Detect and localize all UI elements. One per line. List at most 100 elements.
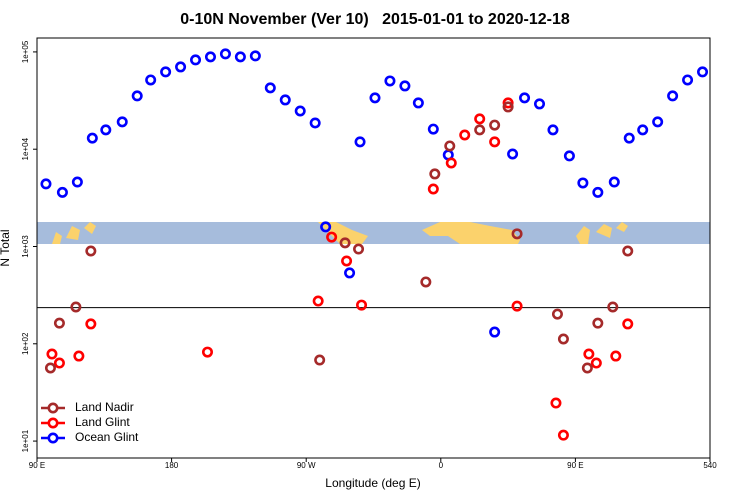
point [667, 90, 679, 102]
x-tick-label: 90 E [567, 461, 583, 470]
point [201, 346, 213, 358]
y-axis-label: N Total [0, 229, 12, 266]
point [56, 186, 68, 198]
point [444, 140, 456, 152]
point [489, 136, 501, 148]
point [312, 295, 324, 307]
point [85, 245, 97, 257]
point [100, 124, 112, 136]
x-axis-label: Longitude (deg E) [325, 476, 420, 490]
point [622, 245, 634, 257]
legend-swatch [47, 432, 59, 444]
x-tick-label: 90 E [29, 461, 45, 470]
point [652, 116, 664, 128]
point [511, 300, 523, 312]
point [116, 116, 128, 128]
point [70, 301, 82, 313]
x-tick-label: 0 [439, 461, 444, 470]
point [420, 276, 432, 288]
point [46, 348, 58, 360]
point [445, 157, 457, 169]
point [204, 51, 216, 63]
point [590, 357, 602, 369]
point [550, 397, 562, 409]
x-tick-label: 90 W [297, 461, 316, 470]
point [427, 123, 439, 135]
plot-frame [36, 37, 711, 459]
point [190, 54, 202, 66]
point [219, 48, 231, 60]
point [320, 221, 332, 233]
point [427, 183, 439, 195]
legend-swatch [47, 417, 59, 429]
point [637, 124, 649, 136]
y-tick-label: 1e+01 [21, 429, 30, 452]
legend-swatch [47, 402, 59, 414]
point [344, 267, 356, 279]
point [86, 132, 98, 144]
point [399, 80, 411, 92]
point [557, 333, 569, 345]
point [547, 124, 559, 136]
point [53, 357, 65, 369]
point [622, 318, 634, 330]
point [53, 317, 65, 329]
point [519, 92, 531, 104]
point [581, 362, 593, 374]
point [412, 97, 424, 109]
point [249, 50, 261, 62]
point [502, 101, 514, 113]
point [511, 228, 523, 240]
x-tick-label: 540 [703, 461, 717, 470]
point [40, 178, 52, 190]
point [279, 94, 291, 106]
point [563, 150, 575, 162]
point [341, 255, 353, 267]
point [160, 66, 172, 78]
point [234, 51, 246, 63]
point [44, 362, 56, 374]
point [610, 350, 622, 362]
point [577, 177, 589, 189]
point [534, 98, 546, 110]
legend-label: Land Nadir [75, 400, 134, 414]
point [607, 301, 619, 313]
point [489, 119, 501, 131]
point [294, 105, 306, 117]
point [459, 129, 471, 141]
point [384, 75, 396, 87]
y-tick-label: 1e+02 [21, 332, 30, 355]
point [264, 82, 276, 94]
point [339, 237, 351, 249]
point [145, 74, 157, 86]
point [309, 117, 321, 129]
point [489, 326, 501, 338]
point [551, 308, 563, 320]
point [583, 348, 595, 360]
point [557, 429, 569, 441]
legend-label: Ocean Glint [75, 430, 139, 444]
point [73, 350, 85, 362]
legend-label: Land Glint [75, 415, 130, 429]
point [697, 66, 709, 78]
point [592, 186, 604, 198]
point [326, 231, 338, 243]
point [608, 176, 620, 188]
point [175, 61, 187, 73]
map-band [37, 222, 710, 244]
y-tick-label: 1e+05 [21, 40, 30, 63]
point [474, 113, 486, 125]
y-tick-label: 1e+03 [21, 235, 30, 258]
point [353, 243, 365, 255]
x-tick-label: 180 [165, 461, 179, 470]
point [131, 90, 143, 102]
point [354, 136, 366, 148]
point [314, 354, 326, 366]
point [429, 168, 441, 180]
point [356, 299, 368, 311]
point [682, 74, 694, 86]
point [623, 132, 635, 144]
point [85, 318, 97, 330]
chart-title: 0-10N November (Ver 10) 2015-01-01 to 20… [180, 11, 570, 28]
